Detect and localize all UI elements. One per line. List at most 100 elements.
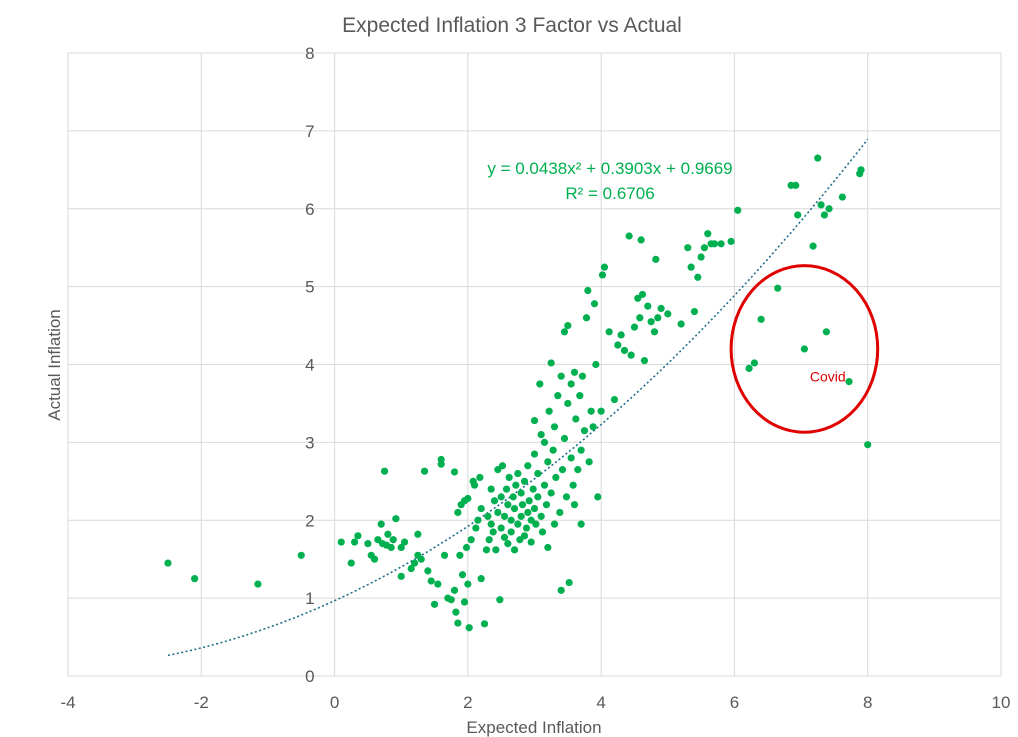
- data-point-112: [540, 481, 549, 489]
- data-point-151: [589, 423, 597, 431]
- data-point-191: [745, 364, 753, 372]
- x-tick-label-2: 0: [330, 693, 339, 712]
- data-point-136: [567, 380, 575, 388]
- data-point-127: [557, 586, 565, 594]
- data-point-6: [350, 538, 359, 546]
- data-point-49: [464, 494, 472, 503]
- data-point-38: [450, 468, 459, 476]
- data-point-165: [630, 323, 639, 331]
- gridlines: [67, 52, 1002, 677]
- data-point-30: [427, 577, 435, 585]
- data-point-158: [605, 328, 613, 336]
- data-point-199: [809, 242, 817, 250]
- data-point-116: [544, 458, 552, 466]
- data-point-85: [510, 504, 519, 513]
- data-point-121: [550, 520, 559, 528]
- covid-annotation-label: Covid: [810, 369, 846, 385]
- data-point-55: [472, 524, 480, 532]
- data-point-56: [474, 516, 482, 524]
- trendline: [167, 138, 869, 657]
- data-point-159: [610, 395, 619, 404]
- data-point-142: [576, 392, 584, 400]
- data-point-42: [454, 619, 462, 627]
- data-point-111: [538, 528, 547, 536]
- data-point-43: [456, 551, 464, 559]
- data-points: [164, 154, 872, 632]
- trendline-equation: y = 0.0438x² + 0.3903x + 0.9669: [487, 159, 732, 178]
- data-point-138: [570, 368, 579, 376]
- data-point-104: [530, 416, 539, 425]
- data-point-139: [570, 501, 579, 509]
- data-point-182: [694, 273, 702, 281]
- y-tick-label-4: 4: [305, 356, 314, 375]
- data-point-172: [647, 318, 655, 326]
- chart-title: Expected Inflation 3 Factor vs Actual: [342, 14, 682, 37]
- data-point-153: [592, 360, 600, 369]
- data-point-168: [637, 236, 645, 244]
- x-tick-label-0: -4: [60, 693, 75, 712]
- data-point-64: [487, 520, 495, 528]
- data-point-148: [584, 286, 592, 295]
- x-tick-label-3: 2: [463, 693, 472, 712]
- data-point-110: [537, 430, 545, 439]
- data-point-156: [598, 271, 607, 279]
- data-point-122: [550, 423, 559, 431]
- data-point-167: [636, 314, 644, 322]
- data-point-21: [397, 572, 405, 580]
- data-point-170: [640, 357, 649, 365]
- data-point-66: [489, 528, 497, 536]
- data-point-45: [458, 571, 467, 579]
- data-point-60: [480, 620, 489, 628]
- data-point-202: [820, 211, 828, 219]
- data-point-4: [337, 538, 345, 546]
- data-point-74: [498, 462, 507, 470]
- data-point-48: [462, 543, 471, 552]
- data-point-194: [774, 284, 782, 292]
- data-point-118: [547, 489, 555, 497]
- data-point-114: [542, 501, 551, 509]
- x-tick-labels: -4 -2 0 2 4 6 8 10: [60, 693, 1010, 712]
- data-point-8: [364, 540, 372, 548]
- data-point-54: [470, 481, 479, 489]
- data-point-123: [552, 473, 560, 482]
- data-point-181: [690, 307, 699, 316]
- data-point-157: [600, 263, 609, 271]
- data-point-50: [464, 580, 472, 588]
- data-point-81: [507, 528, 515, 536]
- data-point-173: [650, 328, 659, 336]
- data-point-57: [476, 473, 484, 482]
- x-tick-label-7: 10: [992, 693, 1011, 712]
- data-point-197: [794, 211, 802, 219]
- data-point-169: [638, 290, 647, 299]
- data-point-184: [700, 244, 709, 252]
- data-point-84: [510, 546, 519, 554]
- data-point-125: [556, 508, 564, 517]
- data-point-35: [440, 551, 449, 559]
- data-point-201: [817, 201, 825, 209]
- data-point-190: [734, 206, 742, 214]
- data-point-179: [684, 244, 692, 252]
- data-point-155: [597, 407, 605, 415]
- data-point-23: [407, 564, 415, 573]
- x-tick-label-5: 6: [730, 693, 739, 712]
- trendline-r-squared: R² = 0.6706: [565, 184, 654, 203]
- data-point-24: [410, 559, 419, 567]
- data-point-51: [465, 624, 473, 632]
- data-point-164: [627, 351, 635, 359]
- data-point-160: [614, 341, 622, 349]
- data-point-91: [517, 489, 525, 497]
- data-point-90: [517, 512, 525, 520]
- data-point-31: [430, 600, 439, 608]
- data-point-88: [514, 469, 522, 478]
- data-point-133: [564, 321, 572, 330]
- data-point-208: [857, 166, 865, 174]
- data-point-25: [414, 530, 422, 538]
- data-point-73: [497, 493, 505, 501]
- data-point-185: [704, 230, 712, 238]
- data-point-80: [505, 473, 513, 482]
- data-point-58: [477, 575, 485, 583]
- data-point-87: [514, 520, 522, 528]
- data-point-149: [585, 458, 593, 466]
- data-point-144: [577, 446, 585, 454]
